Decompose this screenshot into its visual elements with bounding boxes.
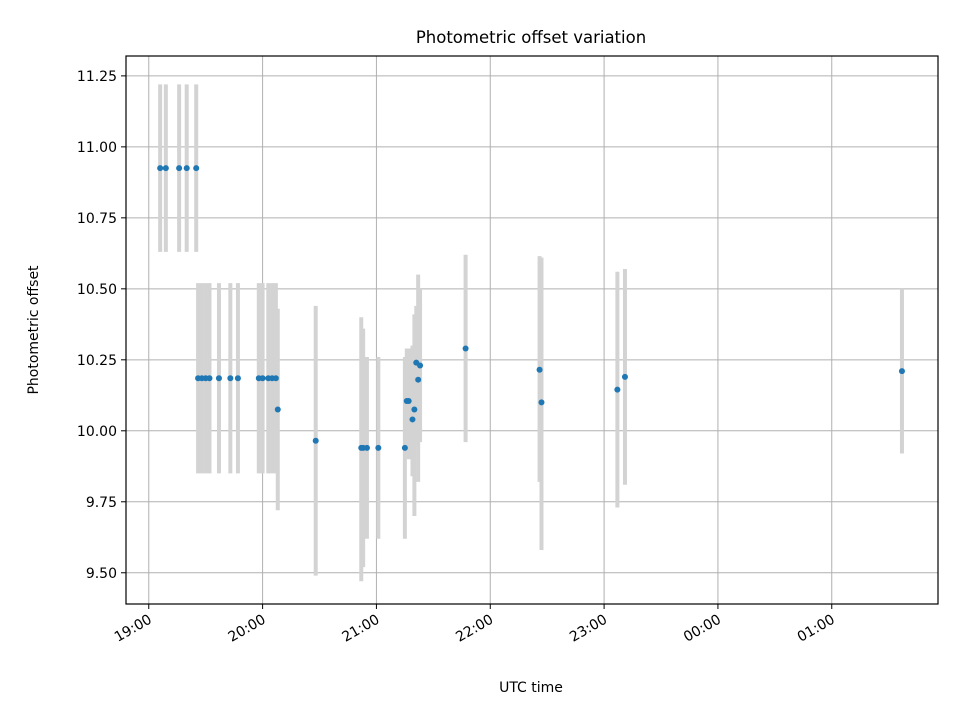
data-point [312, 437, 319, 444]
data-point [536, 366, 543, 373]
data-point [614, 386, 621, 393]
y-tick-label: 9.75 [86, 495, 117, 511]
data-point [411, 406, 418, 413]
data-point [274, 406, 281, 413]
y-tick-label: 10.75 [77, 211, 117, 227]
data-point [363, 444, 370, 451]
axes-frame [125, 55, 939, 605]
y-tick-label: 9.50 [86, 566, 117, 582]
data-point [183, 165, 190, 172]
y-axis-label: Photometric offset [26, 265, 42, 395]
data-points [157, 165, 905, 451]
data-point [259, 375, 266, 382]
data-point [215, 375, 222, 382]
data-point [405, 397, 412, 404]
y-tick-label: 11.00 [77, 140, 117, 156]
data-point [898, 368, 905, 375]
y-tick-label: 10.25 [77, 353, 117, 369]
data-point [462, 345, 469, 352]
y-tick-label: 10.50 [77, 282, 117, 298]
data-point [538, 399, 545, 406]
data-point [621, 373, 628, 380]
data-point [162, 165, 169, 172]
data-point [206, 375, 213, 382]
data-point [401, 444, 408, 451]
data-point [193, 165, 200, 172]
data-point [415, 376, 422, 383]
y-tick-label: 10.00 [77, 424, 117, 440]
data-point [227, 375, 234, 382]
data-point [417, 362, 424, 369]
x-axis-label: UTC time [499, 680, 563, 696]
data-point [234, 375, 241, 382]
data-point [409, 416, 416, 423]
data-point [272, 375, 279, 382]
data-point [157, 165, 164, 172]
data-point [375, 444, 382, 451]
y-tick-label: 11.25 [77, 69, 117, 85]
data-point [176, 165, 183, 172]
chart-title: Photometric offset variation [416, 28, 646, 47]
